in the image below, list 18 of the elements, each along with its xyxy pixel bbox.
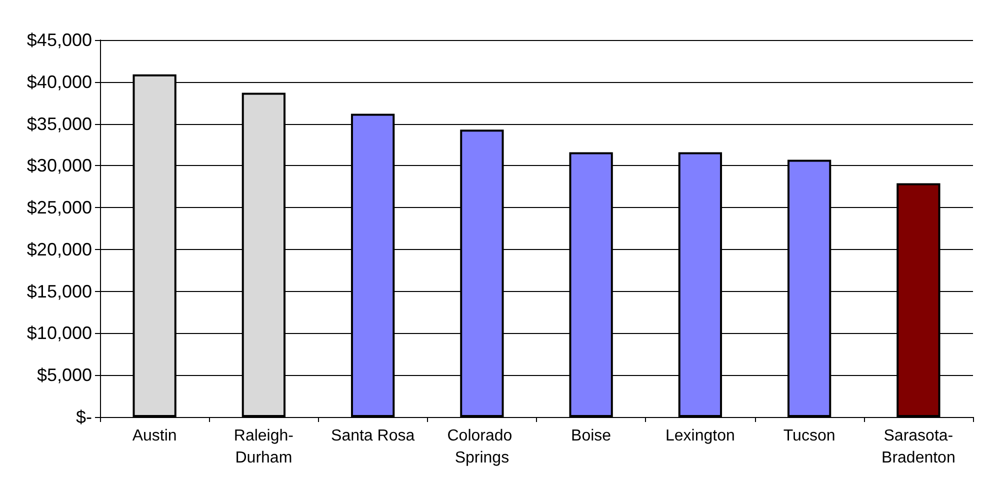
x-tick-label: Sarasota-Bradenton bbox=[882, 428, 956, 466]
y-tick-label: $40,000 bbox=[26, 72, 92, 92]
x-tick-label: Santa Rosa bbox=[331, 428, 415, 444]
y-tick-label: $10,000 bbox=[26, 323, 92, 344]
y-tick-label: $5,000 bbox=[36, 365, 92, 386]
x-tick-label: Boise bbox=[571, 428, 612, 444]
x-tick-label: Lexington bbox=[665, 428, 735, 444]
y-tick-label: $35,000 bbox=[26, 114, 92, 134]
y-tick-label: $- bbox=[76, 407, 92, 427]
y-tick-label: $20,000 bbox=[26, 239, 92, 260]
y-tick-label: $25,000 bbox=[26, 198, 92, 218]
x-tick-label: Raleigh-Durham bbox=[234, 428, 294, 466]
x-tick-label: Colorado Springs bbox=[447, 428, 517, 466]
y-tick-label: $30,000 bbox=[26, 156, 92, 176]
x-tick-label: Tucson bbox=[783, 428, 836, 444]
y-tick-label: $15,000 bbox=[26, 281, 92, 302]
x-tick-label: Austin bbox=[132, 428, 177, 444]
y-tick-label: $45,000 bbox=[26, 30, 92, 50]
